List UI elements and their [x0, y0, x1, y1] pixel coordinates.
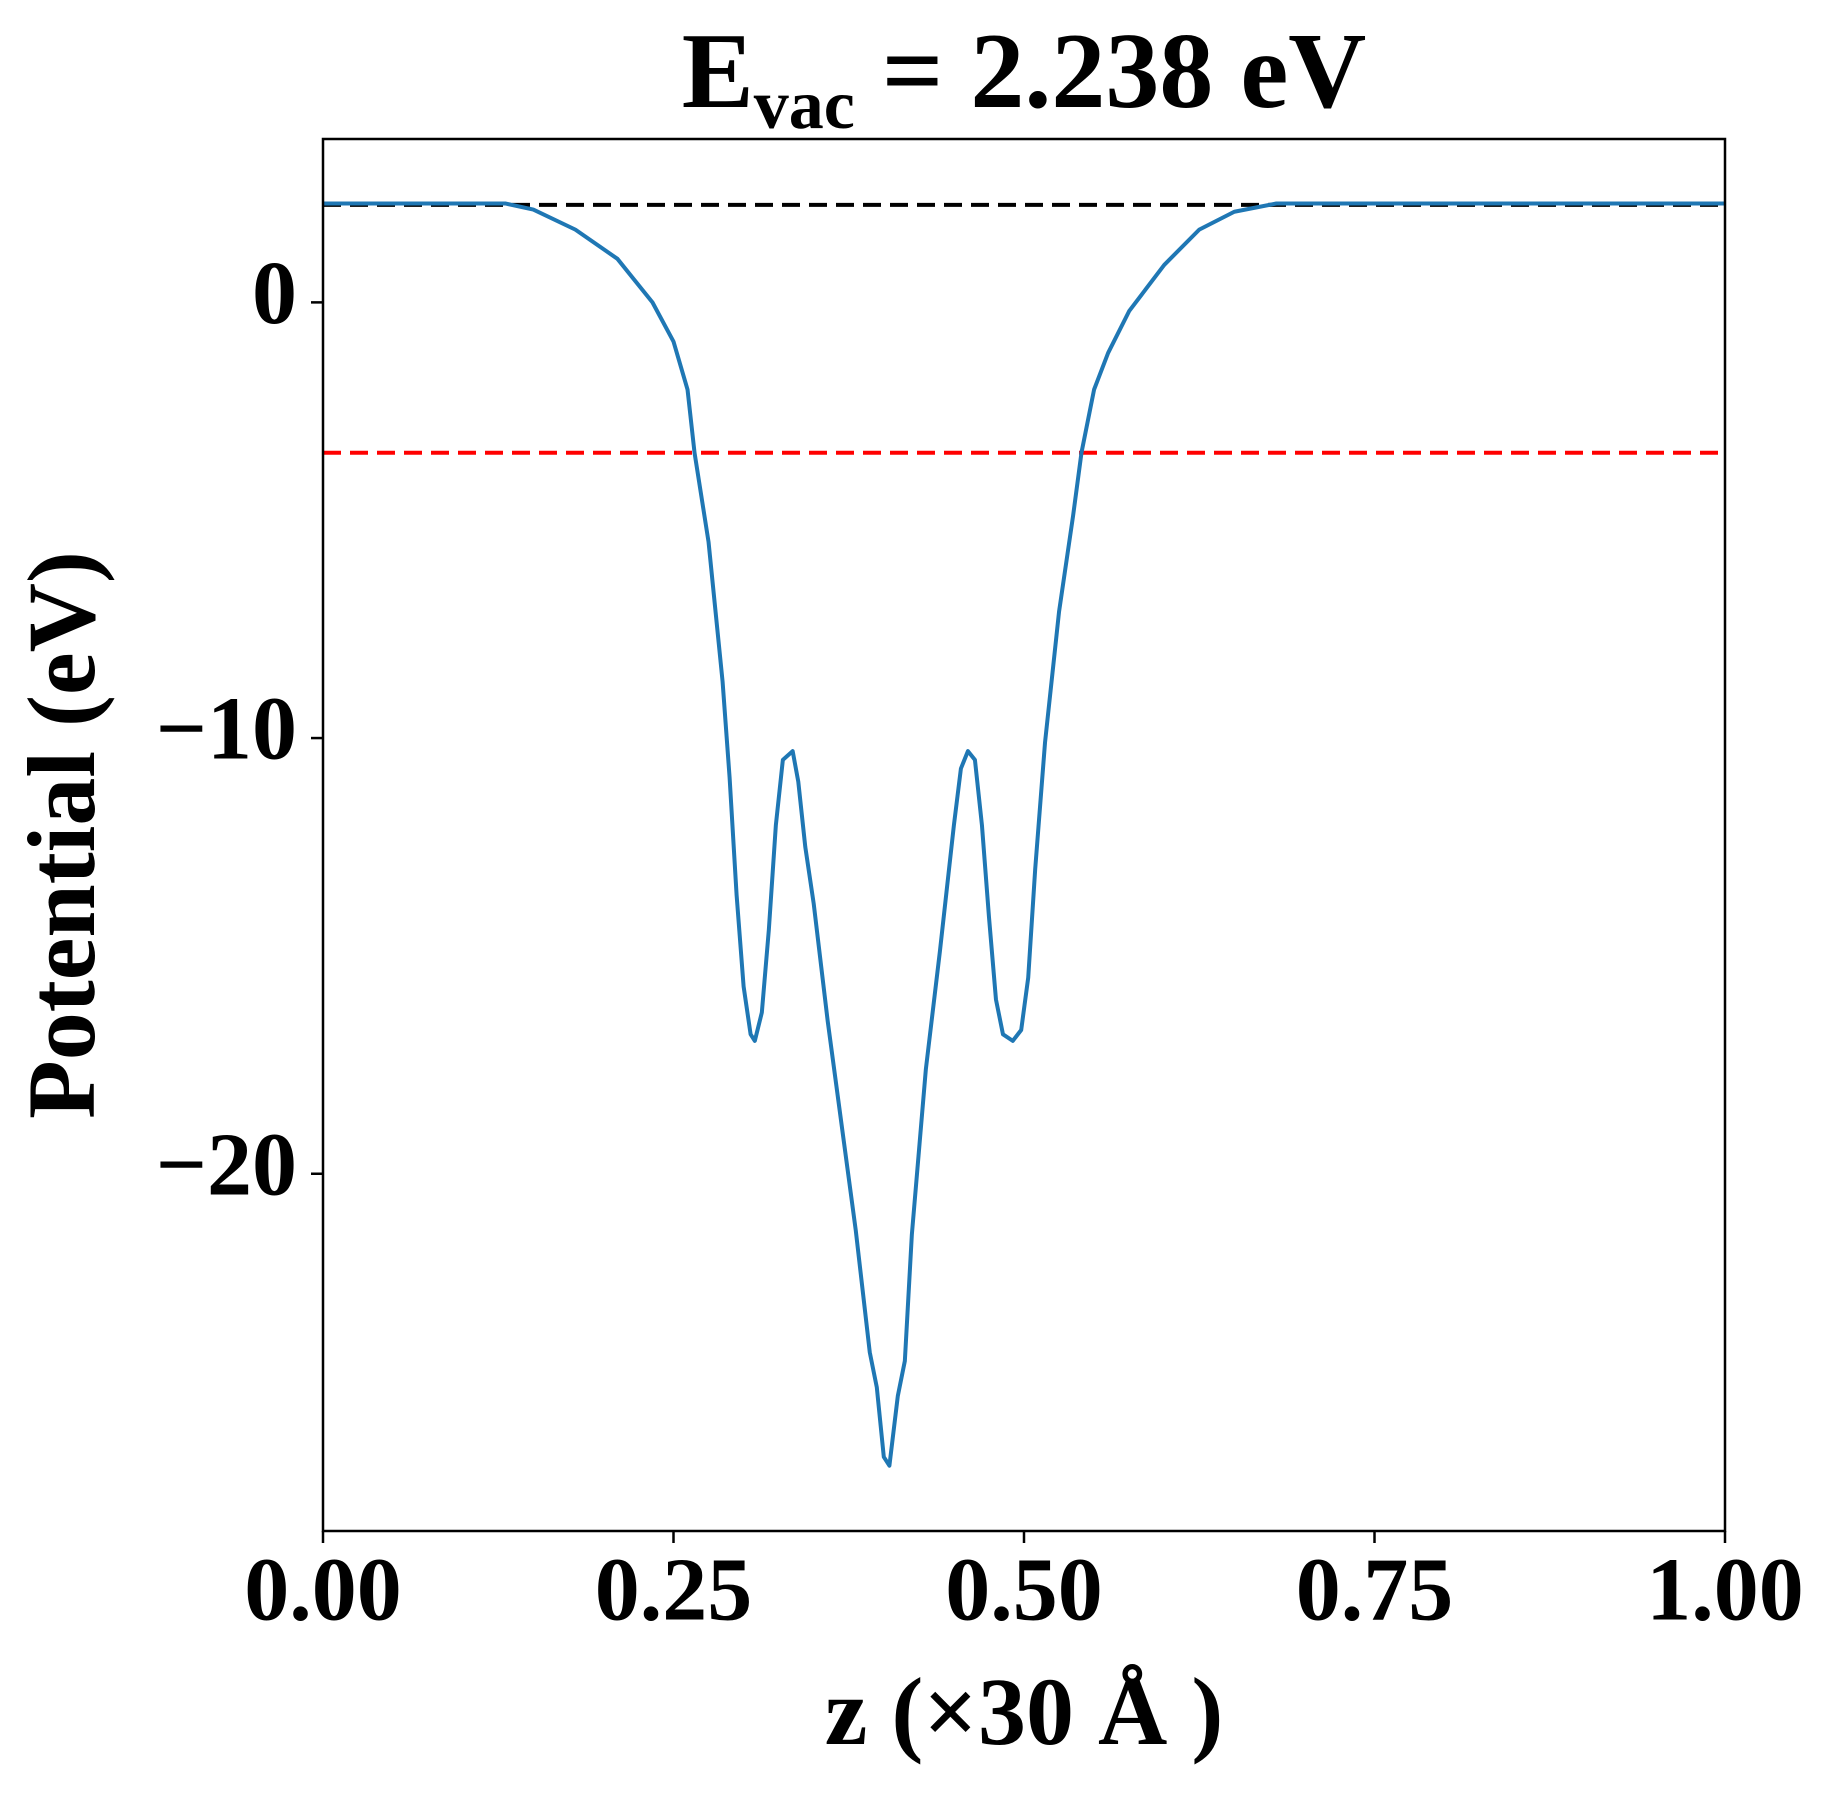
- x-tick-label: 1.00: [1646, 1541, 1804, 1640]
- y-tick-label: −20: [156, 1115, 297, 1214]
- y-axis-label: Potential (eV): [8, 551, 115, 1119]
- x-tick-label: 0.75: [1296, 1541, 1454, 1640]
- x-tick-label: 0.25: [595, 1541, 753, 1640]
- plot-frame: [321, 137, 1727, 1533]
- title-rest: = 2.238 eV: [855, 12, 1366, 131]
- y-tick-label: 0: [252, 244, 297, 343]
- x-tick-label: 0.00: [244, 1541, 402, 1640]
- chart-title: Evac = 2.238 eV: [682, 12, 1367, 144]
- title-sub: vac: [754, 67, 855, 144]
- x-axis-label: z (×30 Å ): [825, 1658, 1224, 1765]
- x-tick-label: 0.50: [945, 1541, 1103, 1640]
- y-tick-label: −10: [156, 680, 297, 779]
- title-main: E: [682, 12, 754, 131]
- data-line: [323, 201, 1725, 1468]
